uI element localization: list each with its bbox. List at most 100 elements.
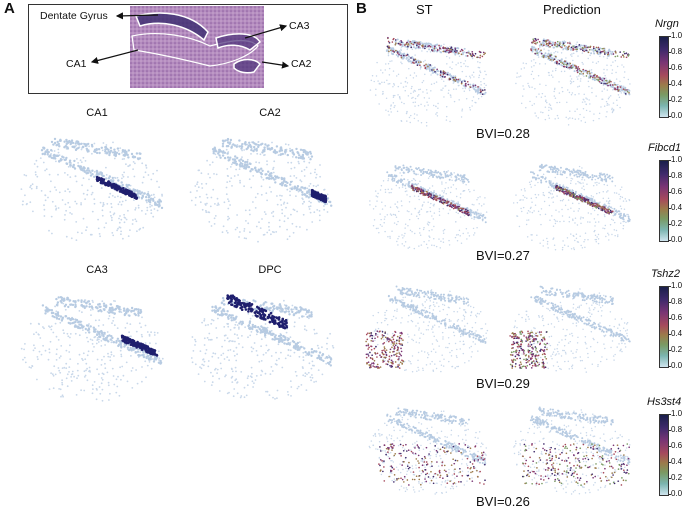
spot	[217, 203, 220, 206]
spot	[64, 203, 67, 206]
spot	[485, 73, 487, 76]
spot	[213, 223, 216, 225]
spot	[406, 82, 409, 84]
spot	[392, 86, 394, 88]
spot	[72, 321, 76, 324]
spot	[103, 308, 106, 312]
spot	[568, 45, 570, 47]
spot	[385, 109, 387, 111]
spot	[294, 344, 298, 348]
spot	[477, 61, 479, 63]
spot	[112, 316, 115, 319]
spot	[322, 359, 325, 363]
spot	[55, 335, 58, 338]
spot	[294, 370, 297, 373]
spot	[248, 141, 251, 144]
spot	[586, 46, 589, 49]
spot	[256, 330, 259, 333]
spot	[212, 352, 215, 355]
spot	[540, 52, 543, 55]
spot	[423, 226, 425, 229]
spot	[247, 310, 250, 313]
spot	[570, 64, 573, 67]
spot	[400, 41, 403, 43]
spot	[413, 89, 416, 92]
spot	[55, 297, 58, 301]
spot	[391, 47, 394, 50]
spot	[448, 244, 451, 246]
spot	[265, 192, 268, 195]
spot	[533, 59, 535, 61]
spot	[288, 343, 291, 346]
spot	[313, 211, 316, 214]
spot	[404, 45, 407, 48]
spot	[299, 306, 302, 309]
spot	[98, 305, 101, 308]
spot	[475, 89, 478, 92]
spot	[225, 230, 228, 232]
spot	[114, 196, 116, 198]
spot	[145, 199, 148, 202]
spot	[102, 335, 105, 338]
spot	[216, 308, 219, 312]
spot	[413, 41, 416, 44]
spot	[433, 66, 436, 69]
spot	[204, 324, 207, 327]
histology-inset-frame	[28, 4, 348, 94]
spot	[129, 323, 132, 325]
spot	[281, 212, 284, 215]
spot	[458, 99, 460, 101]
spot	[315, 332, 318, 335]
spot	[246, 377, 249, 380]
spot	[592, 46, 595, 48]
spot	[238, 343, 240, 345]
spot	[159, 361, 163, 364]
spot	[95, 342, 98, 345]
spot	[594, 49, 597, 52]
spot	[232, 161, 235, 164]
spot	[44, 194, 47, 196]
spot	[569, 117, 571, 119]
spot	[76, 158, 78, 160]
spot	[289, 380, 292, 382]
spot	[190, 199, 193, 202]
spot	[24, 361, 27, 364]
spot	[82, 217, 85, 220]
spot	[302, 359, 305, 362]
spot	[522, 85, 524, 87]
spot	[240, 395, 243, 397]
spot	[97, 325, 100, 327]
spot	[71, 213, 73, 215]
spot	[616, 88, 619, 91]
spot	[137, 204, 140, 207]
spot	[388, 41, 391, 44]
spot	[61, 379, 63, 382]
spot	[122, 175, 125, 178]
spot	[80, 203, 82, 206]
spot	[449, 120, 451, 123]
spot	[240, 305, 244, 309]
spot	[25, 203, 28, 206]
spot	[122, 307, 126, 310]
spot	[161, 357, 164, 360]
spot	[447, 170, 449, 172]
spot	[572, 80, 575, 83]
spot	[260, 172, 263, 175]
spot	[561, 44, 564, 47]
spot	[189, 191, 192, 194]
spot	[403, 52, 406, 55]
spot	[377, 80, 379, 82]
spot	[55, 310, 58, 313]
spot	[410, 213, 413, 215]
spot	[451, 61, 454, 63]
spot	[67, 335, 70, 338]
spot	[547, 42, 550, 45]
spot	[274, 337, 277, 341]
spot	[384, 191, 387, 194]
spot	[24, 194, 26, 197]
spot	[433, 225, 435, 228]
spot	[442, 87, 444, 89]
spot	[417, 46, 420, 48]
spot	[429, 206, 431, 209]
spot	[30, 366, 32, 369]
